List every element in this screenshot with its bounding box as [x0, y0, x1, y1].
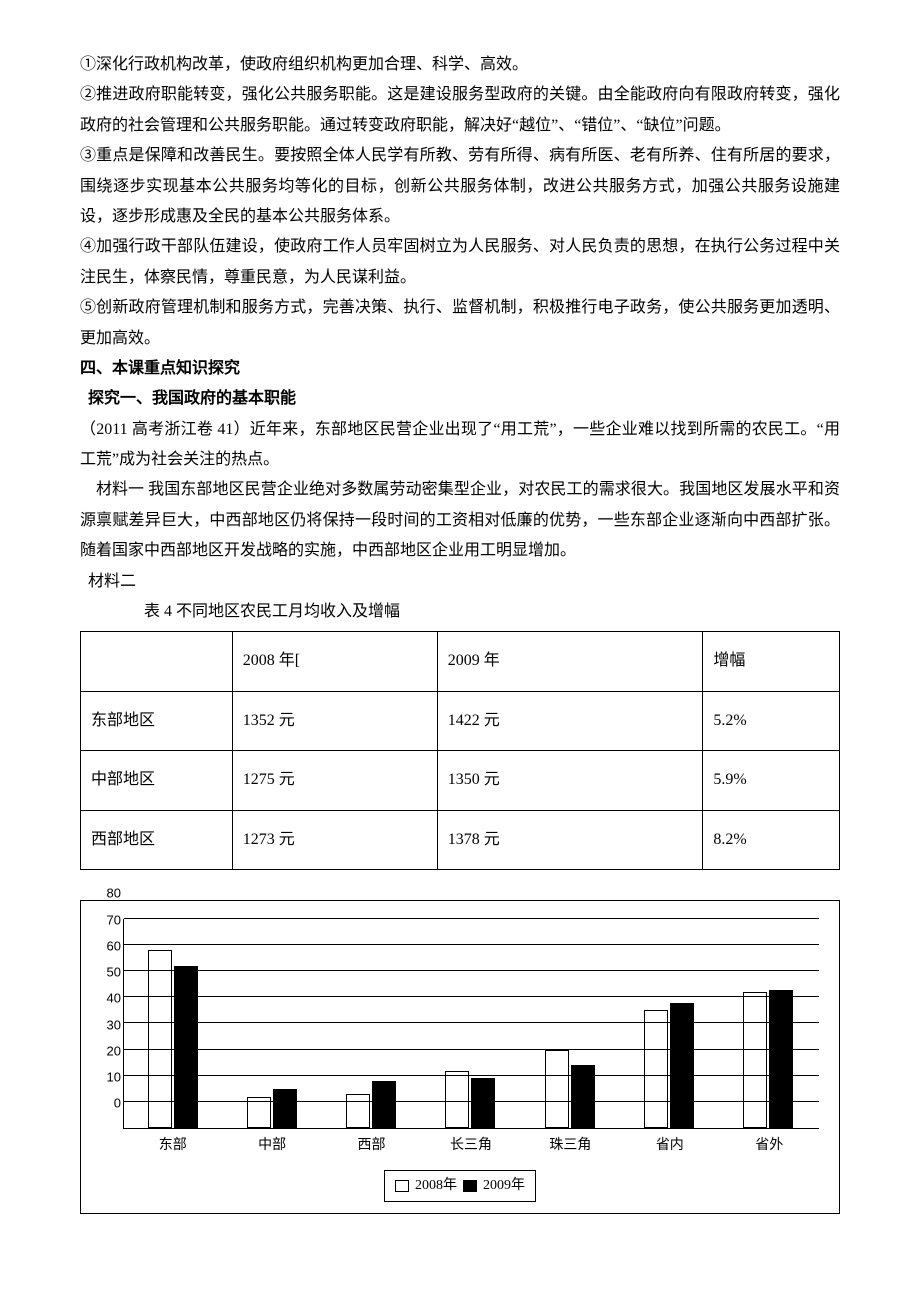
table-cell: 中部地区	[81, 751, 233, 810]
paragraph-3: ③重点是保障和改善民生。要按照全体人民学有所教、劳有所得、病有所医、老有所养、住…	[80, 141, 840, 232]
y-tick-label: 10	[107, 1066, 121, 1091]
table-header-row: 2008 年[ 2009 年 增幅	[81, 632, 840, 691]
bar-group	[124, 919, 223, 1128]
x-tick-label: 长三角	[421, 1133, 520, 1160]
legend-label-2008: 2008年	[415, 1173, 457, 1200]
x-tick-label: 东部	[123, 1133, 222, 1160]
table-cell: 东部地区	[81, 691, 233, 750]
x-tick-label: 省外	[720, 1133, 819, 1160]
table-cell: 5.9%	[703, 751, 840, 810]
subsection-heading: 探究一、我国政府的基本职能	[80, 384, 840, 414]
bar	[445, 1071, 469, 1128]
table-cell: 西部地区	[81, 810, 233, 869]
legend-swatch-2009	[463, 1180, 477, 1192]
y-tick-label: 0	[114, 1092, 121, 1117]
table-cell: 2009 年	[437, 632, 703, 691]
table-cell: 2008 年[	[232, 632, 437, 691]
bar-chart: 01020304050607080 东部中部西部长三角珠三角省内省外 2008年…	[80, 900, 840, 1214]
y-tick-label: 40	[107, 987, 121, 1012]
paragraph-5: ⑤创新政府管理机制和服务方式，完善决策、执行、监督机制，积极推行电子政务，使公共…	[80, 293, 840, 354]
intro-text: （2011 高考浙江卷 41）近年来，东部地区民营企业出现了“用工荒”，一些企业…	[80, 415, 840, 476]
legend-label-2009: 2009年	[483, 1173, 525, 1200]
material-2-label: 材料二	[80, 567, 840, 597]
x-tick-label: 中部	[222, 1133, 321, 1160]
table-cell: 1422 元	[437, 691, 703, 750]
bar	[372, 1081, 396, 1128]
paragraph-1: ①深化行政机构改革，使政府组织机构更加合理、科学、高效。	[80, 50, 840, 80]
table-cell	[81, 632, 233, 691]
table-cell: 1378 元	[437, 810, 703, 869]
bar	[545, 1050, 569, 1128]
y-tick-label: 50	[107, 961, 121, 986]
table-row: 中部地区 1275 元 1350 元 5.9%	[81, 751, 840, 810]
legend-container: 2008年 2009年	[101, 1160, 819, 1204]
bar	[644, 1010, 668, 1128]
bar	[743, 992, 767, 1128]
section-heading: 四、本课重点知识探究	[80, 354, 840, 384]
table-cell: 5.2%	[703, 691, 840, 750]
bar-group	[620, 919, 719, 1128]
x-tick-label: 珠三角	[521, 1133, 620, 1160]
income-table: 2008 年[ 2009 年 增幅 东部地区 1352 元 1422 元 5.2…	[80, 631, 840, 870]
chart-plot-area: 01020304050607080	[123, 919, 819, 1129]
table-cell: 8.2%	[703, 810, 840, 869]
x-tick-label: 西部	[322, 1133, 421, 1160]
legend-swatch-2008	[395, 1180, 409, 1192]
table-cell: 1350 元	[437, 751, 703, 810]
paragraph-2: ②推进政府职能转变，强化公共服务职能。这是建设服务型政府的关键。由全能政府向有限…	[80, 80, 840, 141]
table-cell: 1275 元	[232, 751, 437, 810]
bar	[471, 1078, 495, 1128]
y-tick-label: 80	[107, 882, 121, 907]
bar-group	[521, 919, 620, 1128]
bar	[174, 966, 198, 1128]
y-axis: 01020304050607080	[101, 919, 123, 1129]
table-cell: 1352 元	[232, 691, 437, 750]
bar-groups	[124, 919, 819, 1128]
plot	[123, 919, 819, 1129]
y-tick-label: 30	[107, 1013, 121, 1038]
legend: 2008年 2009年	[384, 1170, 536, 1203]
y-tick-label: 70	[107, 908, 121, 933]
table-cell: 增幅	[703, 632, 840, 691]
bar	[769, 990, 793, 1128]
bar-group	[323, 919, 422, 1128]
x-tick-label: 省内	[620, 1133, 719, 1160]
y-tick-label: 20	[107, 1039, 121, 1064]
bar	[273, 1089, 297, 1128]
material-1: 材料一 我国东部地区民营企业绝对多数属劳动密集型企业，对农民工的需求很大。我国地…	[80, 475, 840, 566]
y-tick-label: 60	[107, 934, 121, 959]
bar-group	[223, 919, 322, 1128]
paragraph-4: ④加强行政干部队伍建设，使政府工作人员牢固树立为人民服务、对人民负责的思想，在执…	[80, 232, 840, 293]
material-1-body: 我国东部地区民营企业绝对多数属劳动密集型企业，对农民工的需求很大。我国地区发展水…	[80, 481, 840, 559]
bar	[346, 1094, 370, 1128]
table-cell: 1273 元	[232, 810, 437, 869]
table-title: 表 4 不同地区农民工月均收入及增幅	[80, 597, 840, 627]
bar-group	[720, 919, 819, 1128]
table-row: 东部地区 1352 元 1422 元 5.2%	[81, 691, 840, 750]
bar-group	[422, 919, 521, 1128]
x-axis-labels: 东部中部西部长三角珠三角省内省外	[123, 1133, 819, 1160]
table-row: 西部地区 1273 元 1378 元 8.2%	[81, 810, 840, 869]
material-1-label: 材料一	[80, 475, 144, 505]
bar	[670, 1003, 694, 1128]
